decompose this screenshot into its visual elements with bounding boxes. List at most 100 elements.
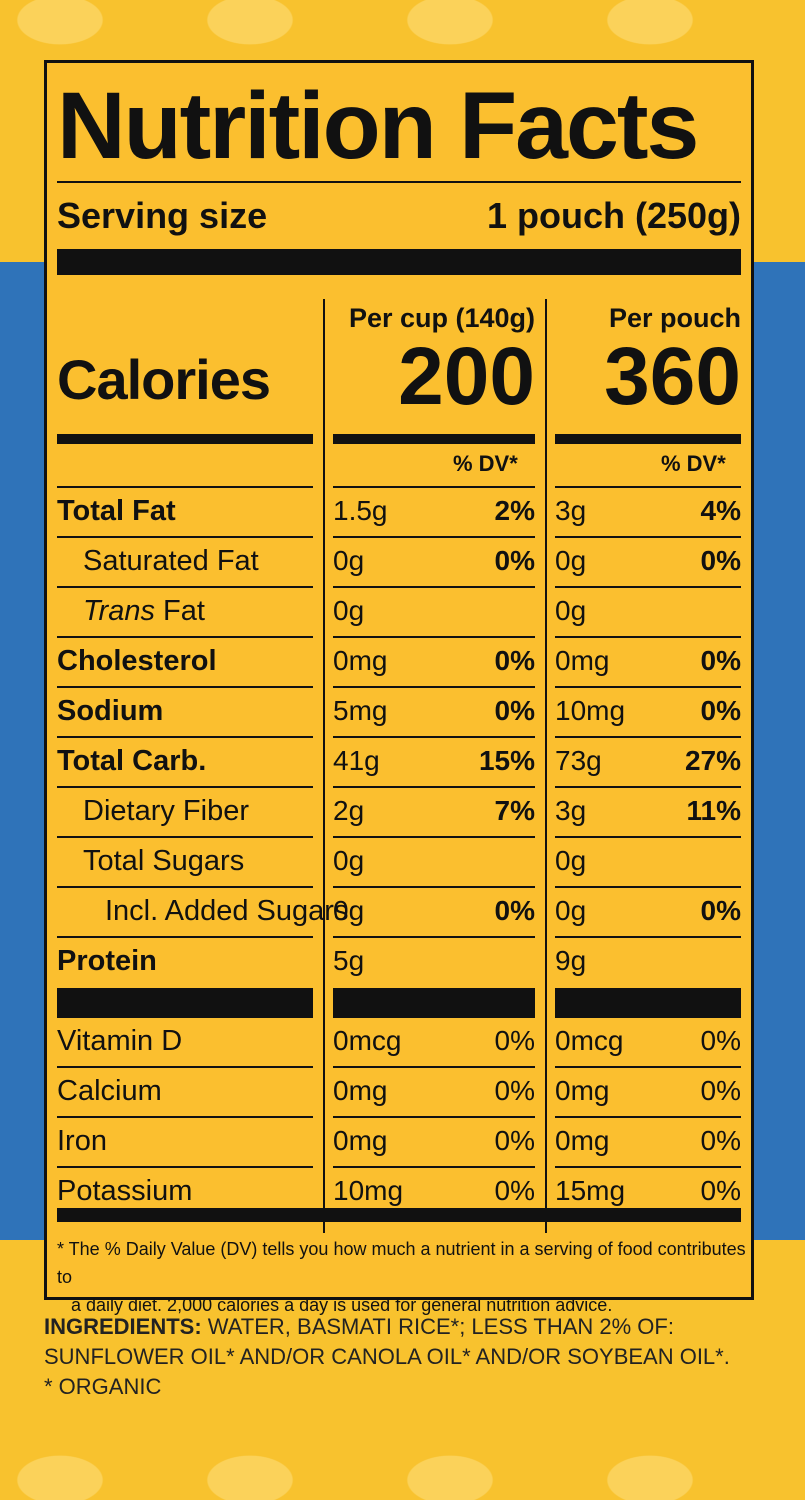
calories-row: Calories Per cup (140g) 200 Per pouch 36…	[57, 299, 741, 434]
dv-per-cup: 2%	[494, 495, 535, 526]
dv-per-cup: 0%	[494, 1075, 535, 1106]
dv-per-pouch: 0%	[700, 1075, 741, 1106]
per-cup-header: Per cup (140g)	[348, 303, 535, 333]
row-divider	[333, 886, 535, 888]
row-divider	[333, 836, 535, 838]
nutrient-row: Potassium 10mg 15mg 0% 0%	[57, 1168, 741, 1218]
dv-per-cup: 0%	[494, 895, 535, 926]
amount-per-cup: 0mg	[333, 645, 388, 676]
vitamins-divider	[57, 988, 741, 1018]
row-divider	[555, 686, 741, 688]
divider	[57, 181, 741, 183]
row-divider	[555, 536, 741, 538]
amount-per-cup: 1.5g	[333, 495, 388, 526]
column-divider-2	[545, 299, 547, 1233]
amount-per-cup: 5mg	[333, 695, 388, 726]
nutrient-row: Saturated Fat 0g 0g 0% 0%	[57, 538, 741, 588]
amount-per-cup: 0mcg	[333, 1025, 402, 1056]
row-divider	[333, 536, 535, 538]
row-divider	[333, 486, 535, 488]
nutrient-label: Trans Fat	[83, 595, 205, 628]
amount-per-pouch: 73g	[555, 745, 602, 776]
row-divider	[555, 936, 741, 938]
dv-per-cup: 0%	[494, 545, 535, 576]
amount-per-pouch: 9g	[555, 945, 587, 976]
dv-per-cup: 0%	[494, 1125, 535, 1156]
row-divider	[333, 786, 535, 788]
row-divider	[57, 736, 313, 738]
nutrition-inner: Nutrition Facts Serving size 1 pouch (25…	[57, 71, 746, 1315]
row-divider	[555, 1116, 741, 1118]
nutrient-row: Total Carb. 41g 73g 15% 27%	[57, 738, 741, 788]
dv-per-pouch: 0%	[700, 645, 741, 676]
dv-per-cup: 0%	[494, 1175, 535, 1206]
ingredients-organic-note: * ORGANIC	[44, 1374, 162, 1399]
row-divider	[555, 486, 741, 488]
serving-size-row: Serving size 1 pouch (250g)	[57, 183, 741, 249]
dv-header-row: % DV* % DV*	[57, 444, 741, 488]
amount-per-pouch: 0g	[555, 595, 587, 626]
nutrient-grid: Calories Per cup (140g) 200 Per pouch 36…	[57, 299, 742, 1233]
row-divider	[333, 1066, 535, 1068]
amount-per-cup: 10mg	[333, 1175, 404, 1206]
nutrient-row: Calcium 0mg 0mg 0% 0%	[57, 1068, 741, 1118]
dv-per-pouch: 4%	[700, 495, 741, 526]
per-pouch-calories: 360	[604, 331, 741, 422]
row-divider	[57, 486, 313, 488]
amount-per-cup: 0g	[333, 545, 365, 576]
row-divider	[57, 1166, 313, 1168]
per-cup-calories: 200	[398, 331, 535, 422]
bottom-divider	[57, 1208, 741, 1222]
nutrient-label: Potassium	[57, 1175, 193, 1207]
amount-per-cup: 2g	[333, 795, 365, 826]
serving-value: 1 pouch (250g)	[486, 195, 741, 236]
nutrient-row: Cholesterol 0mg 0mg 0% 0%	[57, 638, 741, 688]
nutrient-label: Vitamin D	[57, 1025, 183, 1057]
nutrient-row: Total Fat 1.5g 3g 2% 4%	[57, 488, 741, 538]
nutrient-label-italic: Trans	[83, 595, 155, 627]
nutrient-label: Dietary Fiber	[83, 795, 249, 827]
row-divider	[555, 1166, 741, 1168]
column-per-cup: Per cup (140g) 200	[333, 303, 535, 420]
dv-per-pouch: 0%	[700, 895, 741, 926]
nutrient-label: Calcium	[57, 1075, 162, 1107]
ingredients-block: INGREDIENTS: WATER, BASMATI RICE*; LESS …	[44, 1312, 764, 1402]
amount-per-cup: 0g	[333, 895, 365, 926]
amount-per-cup: 5g	[333, 945, 365, 976]
dv-per-cup: 15%	[478, 745, 535, 776]
nutrient-row: Iron 0mg 0mg 0% 0%	[57, 1118, 741, 1168]
dv-per-pouch: 27%	[684, 745, 741, 776]
dv-per-pouch: 0%	[700, 1125, 741, 1156]
nutrient-label: Sodium	[57, 695, 164, 727]
calories-divider	[57, 434, 741, 444]
dv-header-2: % DV*	[661, 451, 726, 476]
row-divider	[333, 636, 535, 638]
nutrient-row: Incl. Added Sugars 0g 0g 0% 0%	[57, 888, 741, 938]
row-divider	[333, 936, 535, 938]
nutrient-label: Incl. Added Sugars	[105, 895, 349, 927]
serving-label: Serving size	[57, 195, 268, 236]
calories-label: Calories	[57, 348, 271, 411]
amount-per-cup: 41g	[333, 745, 380, 776]
nutrient-label: Total Fat	[57, 495, 176, 527]
nutrient-label-rest: Fat	[154, 595, 205, 627]
per-pouch-header: Per pouch	[608, 303, 741, 333]
amount-per-pouch: 0g	[555, 845, 587, 876]
dv-per-cup: 0%	[494, 645, 535, 676]
dv-per-cup: 7%	[494, 795, 535, 826]
nutrient-row: Protein 5g 9g	[57, 938, 741, 988]
column-divider-1	[323, 299, 325, 1233]
row-divider	[57, 886, 313, 888]
nutrient-row: Trans Fat 0g 0g	[57, 588, 741, 638]
ingredients-line-2: SUNFLOWER OIL* AND/OR CANOLA OIL* AND/OR…	[44, 1344, 730, 1369]
amount-per-cup: 0mg	[333, 1075, 388, 1106]
row-divider	[333, 586, 535, 588]
amount-per-cup: 0g	[333, 595, 365, 626]
nutrient-label: Total Sugars	[83, 845, 245, 877]
row-divider	[57, 586, 313, 588]
amount-per-pouch: 0mg	[555, 1075, 610, 1106]
dv-per-pouch: 0%	[700, 1175, 741, 1206]
row-divider	[555, 836, 741, 838]
dv-per-pouch: 11%	[686, 795, 742, 826]
row-divider	[555, 1066, 741, 1068]
